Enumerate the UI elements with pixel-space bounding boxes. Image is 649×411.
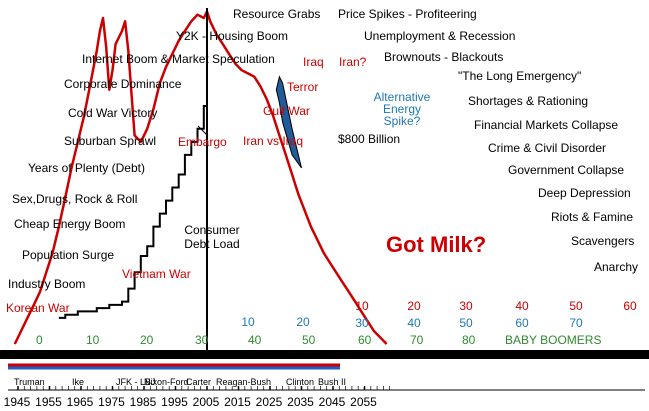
event-label: Embargo — [178, 135, 227, 149]
age-label-green: 30 — [195, 333, 209, 347]
age-label-blue: 20 — [296, 315, 310, 329]
event-label: Iraq — [303, 55, 324, 69]
president-label: Clinton — [286, 377, 314, 387]
event-label: Terror — [287, 80, 318, 94]
x-tick-label: 2045 — [319, 395, 346, 409]
event-label: "The Long Emergency" — [458, 69, 581, 83]
president-label: Nixon-Ford — [144, 377, 189, 387]
x-tick-label: 2055 — [350, 395, 377, 409]
event-label: Sex,Drugs, Rock & Roll — [12, 192, 137, 206]
age-label-blue: 50 — [459, 316, 473, 330]
age-label-red: 10 — [355, 299, 369, 313]
age-label-green: 70 — [410, 333, 424, 347]
age-label-green: 10 — [86, 333, 100, 347]
x-tick-label: 2025 — [256, 395, 283, 409]
event-label: Industry Boom — [8, 277, 85, 291]
event-label: Brownouts - Blackouts — [384, 50, 503, 64]
alternative-energy-label: Energy — [383, 102, 421, 116]
president-label: Truman — [14, 377, 45, 387]
event-label: Resource Grabs — [233, 7, 320, 21]
x-tick-label: 1985 — [130, 395, 157, 409]
president-label: Carter — [186, 377, 211, 387]
age-label-blue: 30 — [355, 316, 369, 330]
age-label-blue: 70 — [569, 316, 583, 330]
consumer-debt-line — [58, 89, 208, 319]
alternative-energy-label: Alternative — [374, 90, 431, 104]
event-label: Population Surge — [22, 248, 114, 262]
age-label-red: 50 — [569, 299, 583, 313]
event-label: Gulf War — [263, 104, 310, 118]
event-label: Korean War — [6, 301, 70, 315]
president-label: Bush II — [318, 377, 346, 387]
x-tick-label: 2005 — [193, 395, 220, 409]
center-title: Got Milk? — [386, 232, 486, 257]
event-label: Price Spikes - Profiteering — [338, 7, 477, 21]
x-tick-label: 1945 — [4, 395, 31, 409]
age-label-green: 0 — [36, 333, 43, 347]
age-label-red: 40 — [515, 299, 529, 313]
event-label: Financial Markets Collapse — [474, 118, 618, 132]
event-label: Scavengers — [571, 234, 634, 248]
event-label: Government Collapse — [508, 163, 624, 177]
age-label-red: 20 — [407, 299, 421, 313]
event-label: Anarchy — [594, 260, 638, 274]
alternative-energy-area — [275, 75, 302, 169]
age-label-green: 60 — [358, 333, 372, 347]
event-label: Shortages & Rationing — [468, 94, 588, 108]
event-label: Unemployment & Recession — [364, 29, 515, 43]
event-label: Cold War Victory — [68, 106, 157, 120]
age-label-green: 50 — [302, 333, 316, 347]
alternative-energy-label: Spike? — [384, 114, 421, 128]
age-label-blue: 60 — [515, 316, 529, 330]
debt-value-label: $800 Billion — [338, 132, 400, 146]
event-label: Iran? — [339, 55, 367, 69]
event-label: Y2K - Housing Boom — [176, 29, 288, 43]
event-label: Crime & Civil Disorder — [488, 141, 606, 155]
president-label: Ike — [72, 377, 84, 387]
x-tick-label: 1995 — [161, 395, 188, 409]
event-label: Corporate Dominance — [64, 77, 182, 91]
age-label-blue: 40 — [407, 316, 421, 330]
age-label-blue: 10 — [241, 315, 255, 329]
debt-series-label: Consumer — [184, 223, 239, 237]
timeline-bar — [0, 350, 649, 359]
embargo-pointer — [197, 125, 209, 137]
event-label: Vietnam War — [122, 267, 191, 281]
age-label-green: 40 — [248, 333, 262, 347]
age-label-red: 60 — [623, 299, 637, 313]
event-label: Riots & Famine — [551, 210, 633, 224]
debt-series-label: Debt Load — [184, 237, 239, 251]
x-tick-label: 1965 — [67, 395, 94, 409]
event-label: Years of Plenty (Debt) — [28, 161, 145, 175]
event-label: Suburban Sprawl — [64, 134, 156, 148]
age-label-green: 80 — [462, 333, 476, 347]
x-tick-label: 2015 — [224, 395, 251, 409]
x-tick-label: 1955 — [35, 395, 62, 409]
baby-boomers-label: BABY BOOMERS — [505, 333, 601, 347]
event-label: Iran vs Iraq — [243, 134, 303, 148]
x-tick-label: 1975 — [98, 395, 125, 409]
age-label-green: 20 — [140, 333, 154, 347]
event-label: Cheap Energy Boom — [14, 217, 125, 231]
event-label: Internet Boom & Market Speculation — [82, 52, 275, 66]
age-label-red: 30 — [459, 299, 473, 313]
president-label: JFK - LBJ — [116, 377, 156, 387]
x-tick-label: 2035 — [287, 395, 314, 409]
energy-production-line — [13, 10, 388, 345]
president-label: Reagan-Bush — [216, 377, 271, 387]
event-label: Deep Depression — [538, 186, 631, 200]
